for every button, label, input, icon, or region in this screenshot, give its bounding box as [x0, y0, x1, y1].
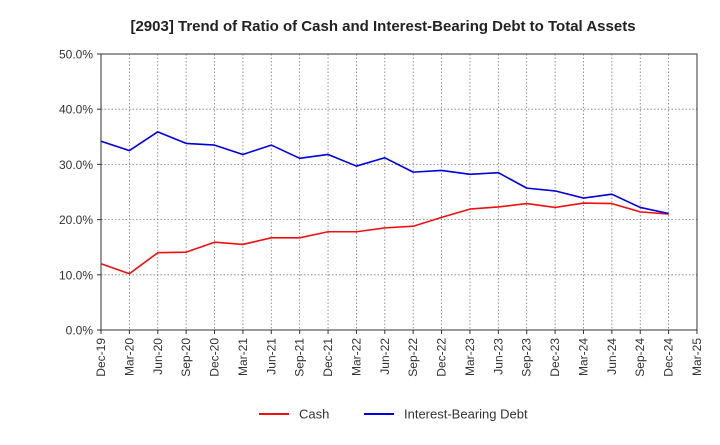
legend: Cash Interest-Bearing Debt — [259, 407, 528, 422]
x-tick-label: Sep-23 — [520, 338, 534, 377]
axes: 0.0% 10.0% 20.0% 30.0% 40.0% 50.0% Dec-19 Mar-2… — [59, 48, 704, 377]
x-tick-label: Dec-20 — [208, 338, 222, 377]
x-tick-label: Sep-22 — [406, 338, 420, 377]
chart-title: [2903] Trend of Ratio of Cash and Intere… — [130, 18, 635, 35]
series-line-0 — [100, 202, 669, 275]
x-tick-label: Dec-21 — [321, 338, 335, 377]
x-tick-label: Mar-25 — [690, 338, 704, 376]
x-tick-label: Jun-24 — [605, 338, 619, 375]
x-tick-label: Mar-23 — [463, 338, 477, 376]
x-tick-label: Mar-21 — [236, 338, 250, 376]
x-tick-label: Jun-20 — [151, 338, 165, 375]
x-tick-label: Sep-20 — [179, 338, 193, 377]
x-tick-label: Mar-20 — [122, 338, 136, 376]
x-tick-label: Dec-22 — [435, 338, 449, 377]
y-tick-label: 50.0% — [59, 48, 93, 62]
y-tick-label: 40.0% — [59, 103, 93, 117]
legend-label-1: Interest-Bearing Debt — [404, 407, 528, 422]
x-tick-label: Mar-22 — [349, 338, 363, 376]
x-tick-label: Dec-19 — [94, 338, 108, 377]
y-tick-label: 30.0% — [59, 158, 93, 172]
x-tick-label: Mar-24 — [576, 338, 590, 376]
x-tick-label: Dec-23 — [548, 338, 562, 377]
y-tick-label: 0.0% — [66, 324, 94, 338]
grid — [101, 53, 697, 330]
x-tick-label: Sep-21 — [293, 338, 307, 377]
x-tick-label: Jun-21 — [264, 338, 278, 375]
x-tick-label: Jun-22 — [378, 338, 392, 375]
x-tick-label: Sep-24 — [633, 338, 647, 377]
x-tick-label: Dec-24 — [662, 338, 676, 377]
plot-frame — [100, 53, 698, 331]
x-tick-label: Jun-23 — [491, 338, 505, 375]
series-line-1 — [100, 131, 669, 215]
y-tick-label: 20.0% — [59, 213, 93, 227]
y-tick-label: 10.0% — [59, 268, 93, 282]
series — [100, 131, 669, 275]
legend-label-0: Cash — [299, 407, 329, 422]
